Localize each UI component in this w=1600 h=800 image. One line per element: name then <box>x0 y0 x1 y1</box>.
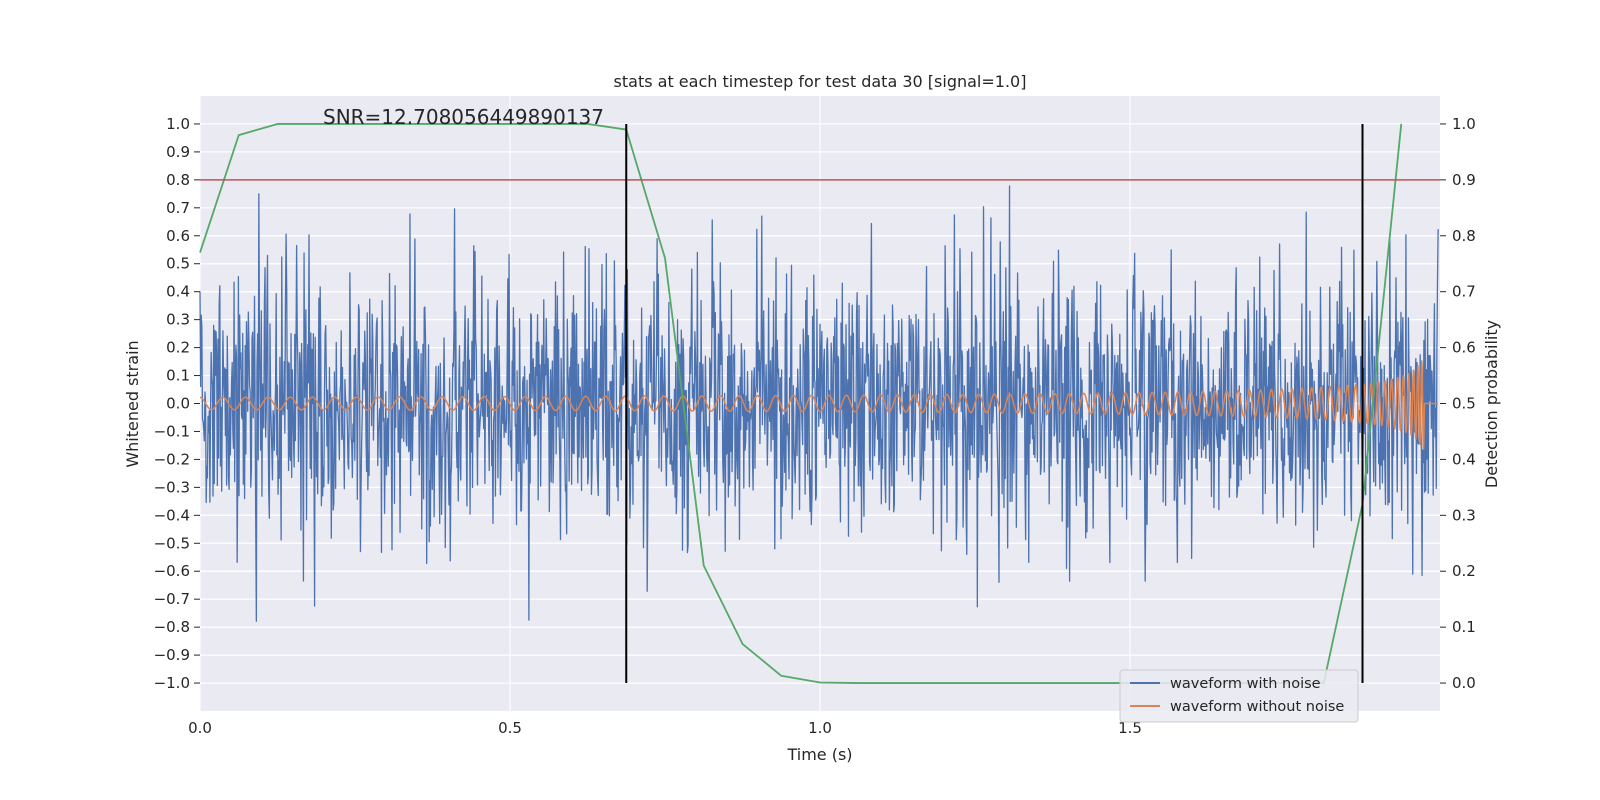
y-tick-label: 0.9 <box>166 143 190 161</box>
ticks: 1.0 0.9 0.8 0.7 0.6 0.5 0.4 0.3 0.2 0.1 0.0 −0.1 −0.… <box>154 115 1476 737</box>
x-axis-label: Time (s) <box>786 745 852 764</box>
y-tick-label: 0.2 <box>166 339 190 357</box>
y-tick-label: 0.5 <box>166 255 190 273</box>
legend-label-clean: waveform without noise <box>1170 699 1344 715</box>
y-axis-label: Whitened strain <box>123 340 142 467</box>
y2-tick-label: 0.1 <box>1452 618 1476 636</box>
y-tick-label: 0.0 <box>166 395 190 413</box>
y-tick-label: −0.5 <box>154 534 190 552</box>
y-tick-label: −0.3 <box>154 478 190 496</box>
x-tick-label: 1.0 <box>808 719 832 737</box>
chart-title: stats at each timestep for test data 30 … <box>614 72 1027 91</box>
snr-annotation: SNR=12.708056449890137 <box>323 105 604 129</box>
y-tick-label: −1.0 <box>154 674 190 692</box>
series-waveform-without-noise <box>199 360 1439 450</box>
y-tick-label: 0.6 <box>166 227 190 245</box>
y2-tick-label: 0.0 <box>1452 674 1476 692</box>
y-tick-label: −0.1 <box>154 422 190 440</box>
y-tick-label: −0.9 <box>154 646 190 664</box>
y2-tick-label: 0.8 <box>1452 227 1476 245</box>
y-tick-label: 0.7 <box>166 199 190 217</box>
y2-tick-label: 0.3 <box>1452 506 1476 524</box>
y-tick-label: 0.1 <box>166 367 190 385</box>
x-tick-label: 0.5 <box>498 719 522 737</box>
reference-lines <box>200 123 1440 684</box>
y2-tick-label: 0.9 <box>1452 171 1476 189</box>
y-tick-label: −0.4 <box>154 506 190 524</box>
y-tick-label: 0.8 <box>166 171 190 189</box>
series-waveform-with-noise <box>199 185 1439 622</box>
y2-tick-label: 0.5 <box>1452 395 1476 413</box>
legend-box <box>1119 669 1359 723</box>
y-tick-label: −0.6 <box>154 562 190 580</box>
y-tick-label: −0.2 <box>154 450 190 468</box>
x-tick-label: 0.0 <box>188 719 212 737</box>
y-tick-label: −0.7 <box>154 590 190 608</box>
y2-tick-label: 0.6 <box>1452 339 1476 357</box>
legend-label-noise: waveform with noise <box>1170 676 1321 692</box>
legend: waveform with noise waveform without noi… <box>1119 669 1359 723</box>
y2-tick-label: 1.0 <box>1452 115 1476 133</box>
y-tick-label: 0.4 <box>166 283 190 301</box>
y2-axis-label: Detection probability <box>1482 320 1501 488</box>
y-tick-label: −0.8 <box>154 618 190 636</box>
y2-tick-label: 0.7 <box>1452 283 1476 301</box>
y2-tick-label: 0.4 <box>1452 450 1476 468</box>
x-tick-label: 1.5 <box>1118 719 1142 737</box>
y-tick-label: 0.3 <box>166 311 190 329</box>
y2-tick-label: 0.2 <box>1452 562 1476 580</box>
y-tick-label: 1.0 <box>166 115 190 133</box>
